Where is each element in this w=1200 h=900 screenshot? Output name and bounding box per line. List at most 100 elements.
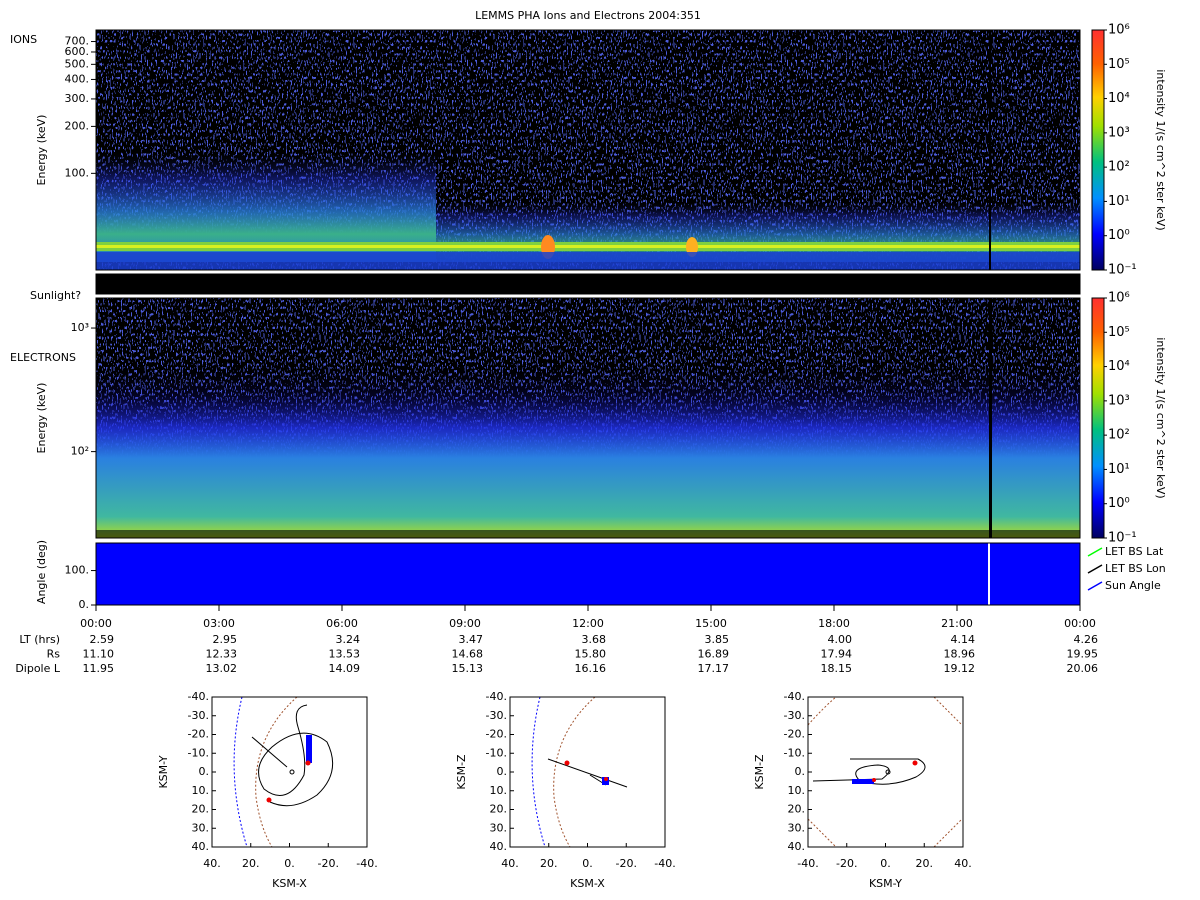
legend-swatch (1087, 547, 1103, 557)
x-tick-label: 20. (540, 857, 558, 870)
legend-swatch (1087, 564, 1103, 574)
ephemeris-value: 19.12 (944, 662, 976, 675)
colorbar-tick-label: 10⁶ (1108, 23, 1130, 38)
ephemeris-value: 17.17 (698, 662, 730, 675)
colorbar-tick-label: 10² (1108, 160, 1130, 175)
colorbar-tick-label: 10⁴ (1108, 359, 1130, 374)
colorbar-tick-label: 10¹ (1108, 194, 1130, 209)
colorbar-tick-label: 10² (1108, 428, 1130, 443)
ephemeris-row-label: LT (hrs) (19, 633, 60, 646)
y-tick-label: -30. (188, 709, 209, 722)
colorbar-tick-label: 10⁵ (1108, 325, 1130, 340)
y-axis-label: Energy (keV) (35, 383, 48, 454)
y-tick-label: -40. (784, 690, 805, 703)
y-tick-label: 20. (490, 803, 508, 816)
ephemeris-value: 4.26 (1074, 633, 1099, 646)
ephemeris-value: 16.89 (698, 648, 730, 661)
ephemeris-value: 3.85 (705, 633, 730, 646)
y-tick-label: -20. (486, 728, 507, 741)
ephemeris-value: 12.33 (206, 648, 238, 661)
x-tick-label: -40. (654, 857, 675, 870)
y-tick-label: 10. (788, 784, 806, 797)
ephemeris-value: 18.15 (821, 662, 853, 675)
x-tick-label: 00:00 (80, 617, 112, 630)
y-tick-label: 40. (788, 840, 806, 853)
colorbar-tick-label: 10⁻¹ (1108, 263, 1137, 278)
x-tick-label: 06:00 (326, 617, 358, 630)
ephemeris-value: 11.10 (83, 648, 115, 661)
y-axis-label: Angle (deg) (35, 540, 48, 604)
y-tick-label: 100. (65, 564, 90, 577)
ephemeris-row-label: Rs (47, 648, 61, 661)
x-tick-label: 20. (242, 857, 260, 870)
x-tick-label: 00:00 (1064, 617, 1096, 630)
ephemeris-row-label: Dipole L (15, 662, 61, 675)
y-tick-label: 40. (192, 840, 210, 853)
ephemeris-value: 3.68 (582, 633, 607, 646)
y-tick-label: -20. (784, 728, 805, 741)
x-tick-label: 20. (916, 857, 934, 870)
y-tick-label: 600. (65, 45, 90, 58)
colorbar-tick-label: 10¹ (1108, 462, 1130, 477)
y-axis-label: Sunlight? (30, 289, 81, 302)
ephemeris-value: 19.95 (1067, 648, 1099, 661)
x-tick-label: -40. (356, 857, 377, 870)
ephemeris-value: 15.13 (452, 662, 484, 675)
ephemeris-value: 2.95 (213, 633, 238, 646)
y-axis-label: Energy (keV) (35, 115, 48, 186)
ephemeris-value: 13.02 (206, 662, 238, 675)
legend-label: LET BS Lat (1105, 545, 1164, 558)
sunlight-flag (96, 274, 1080, 294)
ephemeris-value: 3.24 (336, 633, 361, 646)
colorbar-tick-label: 10⁰ (1108, 228, 1130, 243)
y-tick-label: 100. (65, 166, 90, 179)
ephemeris-value: 4.00 (828, 633, 853, 646)
x-tick-label: -20. (318, 857, 339, 870)
ephemeris-value: 17.94 (821, 648, 853, 661)
chart-title: LEMMS PHA Ions and Electrons 2004:351 (475, 9, 701, 22)
ion-spectrogram (96, 30, 1080, 270)
x-tick-label: 40. (501, 857, 519, 870)
y-tick-label: 20. (788, 803, 806, 816)
y-tick-label: 10. (192, 784, 210, 797)
y-tick-label: 20. (192, 803, 210, 816)
ephemeris-value: 14.09 (329, 662, 361, 675)
y-tick-label: 300. (65, 92, 90, 105)
y-tick-label: 10² (71, 445, 89, 458)
ephemeris-value: 4.14 (951, 633, 976, 646)
y-tick-label: 400. (65, 72, 90, 85)
x-tick-label: 09:00 (449, 617, 481, 630)
y-tick-label: 0. (79, 598, 90, 611)
y-tick-label: -10. (188, 746, 209, 759)
y-tick-label: -20. (188, 728, 209, 741)
panel-label: ELECTRONS (10, 351, 76, 364)
y-axis-label: KSM-Z (455, 754, 468, 790)
y-tick-label: -30. (486, 709, 507, 722)
colorbar-label: intensity 1/(s cm^2 ster keV) (1154, 337, 1167, 498)
y-axis-label: KSM-Y (157, 755, 170, 788)
x-tick-label: 40. (954, 857, 972, 870)
y-tick-label: 0. (795, 765, 806, 778)
legend-swatch (1087, 581, 1103, 591)
y-tick-label: 40. (490, 840, 508, 853)
y-tick-label: 10³ (71, 321, 89, 334)
colorbar-tick-label: 10³ (1108, 125, 1130, 140)
electron-spectrogram (96, 298, 1080, 538)
ephemeris-value: 14.68 (452, 648, 484, 661)
ephemeris-value: 20.06 (1067, 662, 1099, 675)
colorbar-tick-label: 10⁴ (1108, 91, 1130, 106)
colorbar-tick-label: 10⁰ (1108, 496, 1130, 511)
y-tick-label: -40. (486, 690, 507, 703)
y-tick-label: 0. (497, 765, 508, 778)
x-tick-label: 21:00 (941, 617, 973, 630)
orbit-frame (509, 696, 666, 848)
x-tick-label: -40. (797, 857, 818, 870)
colorbar-tick-label: 10⁻¹ (1108, 531, 1137, 546)
colorbar-tick-label: 10⁵ (1108, 57, 1130, 72)
x-tick-label: 40. (203, 857, 221, 870)
ephemeris-value: 2.59 (90, 633, 115, 646)
x-tick-label: 12:00 (572, 617, 604, 630)
orbit-xz-drawing (531, 696, 628, 848)
ephemeris-value: 15.80 (575, 648, 607, 661)
